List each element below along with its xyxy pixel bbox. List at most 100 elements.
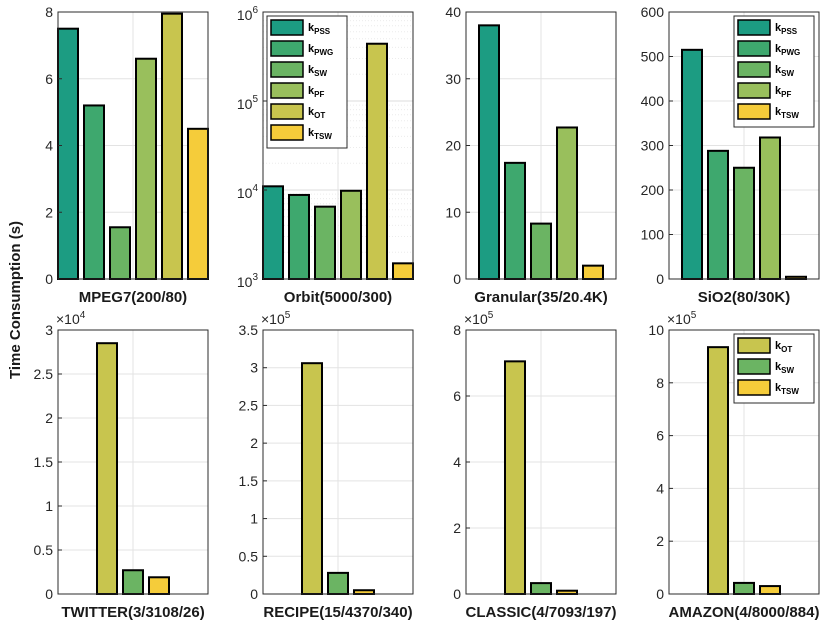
bar-k-ot (707, 346, 729, 595)
legend: kOT kSW kTSW (733, 333, 815, 404)
y-tick-label: 0.5 (239, 548, 259, 564)
bar-k-tsw (353, 589, 375, 596)
y-tick-label: 10 (648, 322, 664, 338)
panel-title: TWITTER(3/3108/26) (61, 604, 204, 621)
axes-box (262, 11, 414, 280)
y-tick-label: 4 (656, 480, 664, 496)
y-tick-label: 200 (641, 182, 665, 198)
bar-k-sw (733, 581, 755, 595)
y-tick-label: 2 (45, 410, 53, 426)
legend-swatch (270, 40, 304, 57)
y-tick-label: 1.5 (239, 473, 259, 489)
y-tick-label: 0 (250, 586, 258, 602)
bar-k-ot (96, 342, 118, 596)
y-tick-label: 2 (45, 204, 53, 220)
panel-title: AMAZON(4/8000/884) (669, 604, 820, 621)
bar-k-pwg (707, 149, 729, 280)
y-tick-label: 0 (45, 586, 53, 602)
exponent-label: ×105 (464, 310, 494, 327)
y-tick-label: 4 (453, 454, 461, 470)
legend-label: kTSW (308, 127, 332, 141)
bar-k-pss (262, 185, 284, 281)
chart-panel-5: 0 0.5 1 1.5 2 2.5 3×104 TWITTER(3/3108/26) (34, 310, 209, 621)
chart-panel-3: 0 10 20 30 40 Granular(35/20.4K) (445, 4, 617, 306)
legend-label: kPWG (308, 43, 333, 57)
legend-swatch (737, 379, 771, 396)
y-tick-label: 20 (445, 138, 461, 154)
y-tick-label: 40 (445, 4, 461, 20)
y-tick-label: 3.5 (239, 322, 259, 338)
legend-label: kOT (308, 106, 325, 120)
legend-swatch (737, 19, 771, 36)
legend-label: kSW (775, 361, 794, 375)
legend-swatch (270, 82, 304, 99)
y-tick-label: 0 (453, 586, 461, 602)
y-tick-label: 8 (656, 375, 664, 391)
y-tick-label: 2 (656, 533, 664, 549)
y-tick-label: 0 (656, 271, 664, 287)
legend-label: kSW (308, 64, 327, 78)
legend-label: kSW (775, 64, 794, 78)
y-tick-label: 0.5 (34, 542, 54, 558)
bar-k-ot (301, 362, 323, 595)
bar-k-tsw (759, 585, 781, 596)
y-tick-label: 30 (445, 71, 461, 87)
bar-k-sw (314, 205, 336, 280)
bar-k-sw (530, 222, 552, 281)
y-tick-label: 103 (237, 272, 259, 290)
bar-k-sw (122, 569, 144, 595)
y-tick-label: 0 (45, 271, 53, 287)
bar-k-ot (366, 42, 388, 280)
y-tick-label: 0 (656, 586, 664, 602)
chart-panel-2: 103104105106Orbit(5000/300)kPSSkPWGkSWkP… (237, 5, 414, 306)
bar-k-pf (340, 189, 362, 281)
axes-box (262, 329, 414, 595)
exponent-label: ×104 (56, 310, 86, 327)
bar-k-pwg (83, 104, 105, 280)
y-tick-label: 0 (453, 271, 461, 287)
legend-label: kTSW (775, 106, 799, 120)
y-tick-label: 6 (453, 388, 461, 404)
legend-swatch (737, 103, 771, 120)
bar-k-pf (135, 57, 157, 280)
bar-k-pwg (504, 161, 526, 280)
legend-swatch (737, 337, 771, 354)
legend-label: kPSS (308, 22, 331, 36)
legend-label: kPWG (775, 43, 800, 57)
y-tick-label: 500 (641, 49, 665, 65)
legend-label: kTSW (775, 382, 799, 396)
y-tick-label: 10 (445, 204, 461, 220)
y-tick-label: 3 (250, 360, 258, 376)
bar-k-tsw (582, 264, 604, 280)
chart-panel-4: 0100200300400500600SiO2(80/30K)kPSSkPWGk… (641, 4, 820, 306)
panel-title: SiO2(80/30K) (698, 289, 791, 306)
chart-panel-7: 0 2 4 6 8×105 CLASSIC(4/7093/197) (453, 310, 617, 621)
y-tick-label: 105 (237, 94, 259, 112)
y-tick-label: 8 (453, 322, 461, 338)
bar-k-sw (530, 582, 552, 595)
y-tick-label: 300 (641, 138, 665, 154)
legend-swatch (737, 82, 771, 99)
y-tick-label: 3 (45, 322, 53, 338)
bar-k-sw (109, 226, 131, 281)
bar-k-tsw (392, 262, 414, 281)
bar-k-tsw (187, 127, 209, 280)
legend: kPSS kPWG kSW kPF kOT kTSW (266, 15, 348, 149)
y-tick-label: 2 (250, 435, 258, 451)
y-tick-label: 600 (641, 4, 665, 20)
bar-k-pwg (288, 193, 310, 280)
y-axis-label: Time Consumption (s) (7, 221, 24, 379)
chart-panel-1: 0 2 4 6 8 MPEG7(200/80) (45, 4, 209, 306)
bar-k-ot (161, 12, 183, 280)
exponent-label: ×105 (261, 310, 291, 327)
legend-label: kPSS (775, 22, 798, 36)
legend-label: kPF (308, 85, 324, 99)
bar-k-sw (733, 166, 755, 280)
y-tick-label: 6 (656, 428, 664, 444)
y-tick-label: 104 (237, 183, 259, 201)
bar-k-tsw (148, 576, 170, 596)
bar-k-pss (57, 27, 79, 280)
panel-title: CLASSIC(4/7093/197) (466, 604, 617, 621)
bar-k-pss (478, 24, 500, 280)
